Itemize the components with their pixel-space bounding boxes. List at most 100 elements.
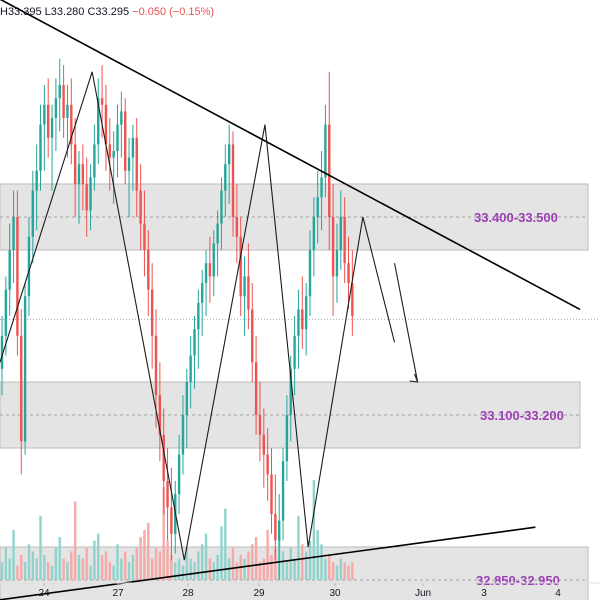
volume-bar: [127, 562, 131, 580]
volume-bar: [320, 544, 323, 580]
candle-body: [50, 118, 54, 138]
candle: [208, 236, 212, 303]
volume-bar: [131, 555, 135, 580]
candle-body: [231, 144, 235, 217]
pattern-drawings: [0, 0, 581, 600]
candle-body: [312, 217, 316, 250]
candle: [8, 223, 11, 316]
candle-body: [147, 250, 150, 290]
volume-bar: [339, 558, 342, 580]
candle: [120, 91, 123, 158]
volume-bar: [154, 547, 158, 580]
candle-body: [266, 454, 269, 475]
candle: [289, 355, 292, 442]
volume-bar: [343, 562, 346, 580]
candle-body: [339, 217, 342, 250]
date-label: 30: [329, 588, 341, 599]
candle-body: [308, 250, 312, 297]
volume-bar: [185, 547, 188, 580]
date-label: 27: [112, 588, 124, 599]
date-label: 3: [481, 588, 487, 599]
candle-body: [278, 520, 281, 541]
date-label: Jun: [415, 588, 431, 599]
volume-bar: [20, 555, 23, 580]
volume-bar: [116, 544, 119, 580]
volume-bar: [70, 551, 73, 580]
candle-body: [47, 104, 50, 138]
candle: [181, 395, 185, 475]
volume-bar: [316, 530, 319, 580]
candle: [77, 151, 81, 224]
candle-body: [66, 104, 69, 118]
volume-bar: [54, 547, 58, 580]
candle-body: [262, 434, 265, 455]
candle: [66, 85, 69, 158]
candle-body: [189, 355, 192, 382]
candlesticks[interactable]: [0, 58, 354, 580]
volume-bar: [81, 558, 85, 580]
candle-body: [208, 263, 212, 277]
volume-bar: [304, 551, 308, 580]
candle-body: [120, 111, 123, 125]
candle: [247, 243, 250, 330]
candle: [227, 124, 231, 204]
candle: [27, 217, 31, 316]
candle-body: [100, 98, 104, 105]
zone-label: 33.100-33.200: [480, 408, 564, 423]
candle: [189, 335, 192, 409]
volume-bar: [23, 562, 27, 580]
candle-body: [54, 98, 58, 118]
volume-bar: [147, 522, 150, 580]
candle: [293, 316, 296, 396]
candle: [54, 78, 58, 151]
volume-bar: [112, 565, 115, 580]
volume-bar: [328, 555, 331, 580]
time-axis: 24 27 28 29 30 Jun 3 4: [0, 582, 600, 599]
candle: [20, 309, 23, 475]
candle: [104, 85, 108, 171]
candle-body: [77, 164, 81, 184]
volume-bar: [193, 562, 196, 580]
date-label: 29: [253, 588, 265, 599]
candle-body: [158, 395, 162, 435]
volume-bar: [289, 547, 292, 580]
candle: [135, 118, 138, 217]
candle-body: [81, 164, 85, 184]
candle-body: [150, 289, 154, 336]
volume-bar: [16, 565, 19, 580]
candle-body: [135, 137, 138, 191]
volume-bar: [181, 565, 185, 580]
volume-bar: [243, 558, 246, 580]
candle-body: [270, 474, 273, 514]
candle-body: [324, 124, 327, 178]
candle-body: [143, 223, 146, 250]
candle: [301, 276, 304, 349]
candle-body: [154, 335, 158, 396]
candle-body: [197, 302, 200, 330]
volume-bar: [254, 537, 258, 580]
candle-body: [227, 144, 231, 165]
candle: [116, 104, 119, 178]
volume-bar: [331, 562, 335, 580]
volume-bar: [31, 551, 34, 580]
candle: [324, 104, 327, 198]
candle-body: [139, 190, 142, 224]
date-label: 28: [182, 588, 194, 599]
volume-bar: [351, 562, 354, 580]
candle: [93, 124, 96, 191]
candle-body: [281, 461, 285, 521]
candle-body: [177, 454, 181, 495]
candle-body: [8, 250, 11, 290]
candle-body: [0, 335, 4, 369]
volume-bar: [347, 565, 350, 580]
candle: [231, 131, 235, 237]
candle-body: [20, 335, 23, 442]
projection-arrowhead: [409, 373, 419, 383]
ohlc-legend: H33.395 L33.280 C33.295 −0.050 (−0.15%): [0, 6, 214, 18]
volume-bar: [150, 558, 154, 580]
candle: [150, 263, 154, 369]
candle-body: [73, 144, 77, 184]
candle-body: [89, 177, 92, 211]
volume-bar: [308, 540, 312, 580]
